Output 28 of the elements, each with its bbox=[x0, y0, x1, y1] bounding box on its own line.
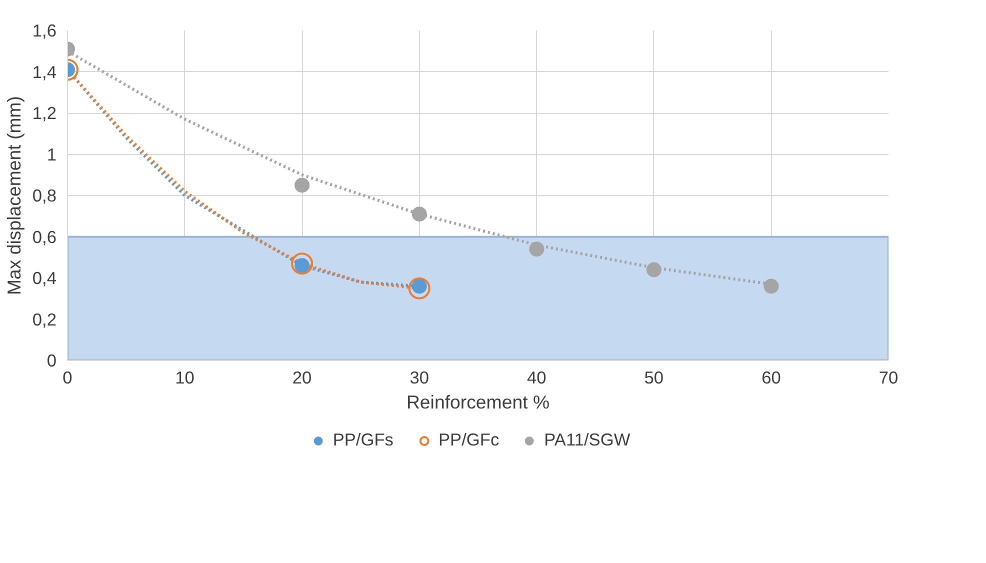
point bbox=[412, 206, 427, 222]
y-tick-label: 0,6 bbox=[32, 226, 57, 247]
y-tick-label: 0,8 bbox=[32, 186, 57, 206]
legend-label: PA11/SGW bbox=[544, 430, 630, 450]
x-tick-label: 70 bbox=[878, 368, 898, 388]
x-tick-label: 30 bbox=[410, 368, 429, 388]
y-tick-label: 1,2 bbox=[32, 103, 57, 123]
x-tick-label: 20 bbox=[292, 368, 312, 388]
x-axis-title: Reinforcement % bbox=[406, 392, 550, 412]
legend-label: PP/GFc bbox=[438, 430, 500, 450]
point bbox=[291, 252, 314, 275]
x-tick-label: 10 bbox=[175, 368, 194, 388]
y-tick-label: 1 bbox=[46, 144, 57, 164]
y-tick-label: 1,4 bbox=[32, 62, 57, 82]
x-tick-label: 60 bbox=[762, 368, 781, 388]
x-tick-label: 0 bbox=[62, 368, 72, 388]
y-tick-label: 0,4 bbox=[32, 268, 57, 288]
x-tick-label: 40 bbox=[527, 368, 546, 388]
x-tick-label: 50 bbox=[644, 368, 664, 388]
y-tick-label: 0 bbox=[46, 350, 57, 370]
point bbox=[529, 242, 544, 257]
point bbox=[294, 178, 310, 193]
legend-label: PP/GFs bbox=[332, 430, 394, 450]
point bbox=[646, 262, 662, 278]
y-tick-label: 0,2 bbox=[32, 309, 57, 330]
y-tick-label: 1,6 bbox=[32, 20, 57, 40]
y-axis-title: Max displacement (mm) bbox=[3, 96, 24, 296]
point bbox=[408, 277, 430, 300]
